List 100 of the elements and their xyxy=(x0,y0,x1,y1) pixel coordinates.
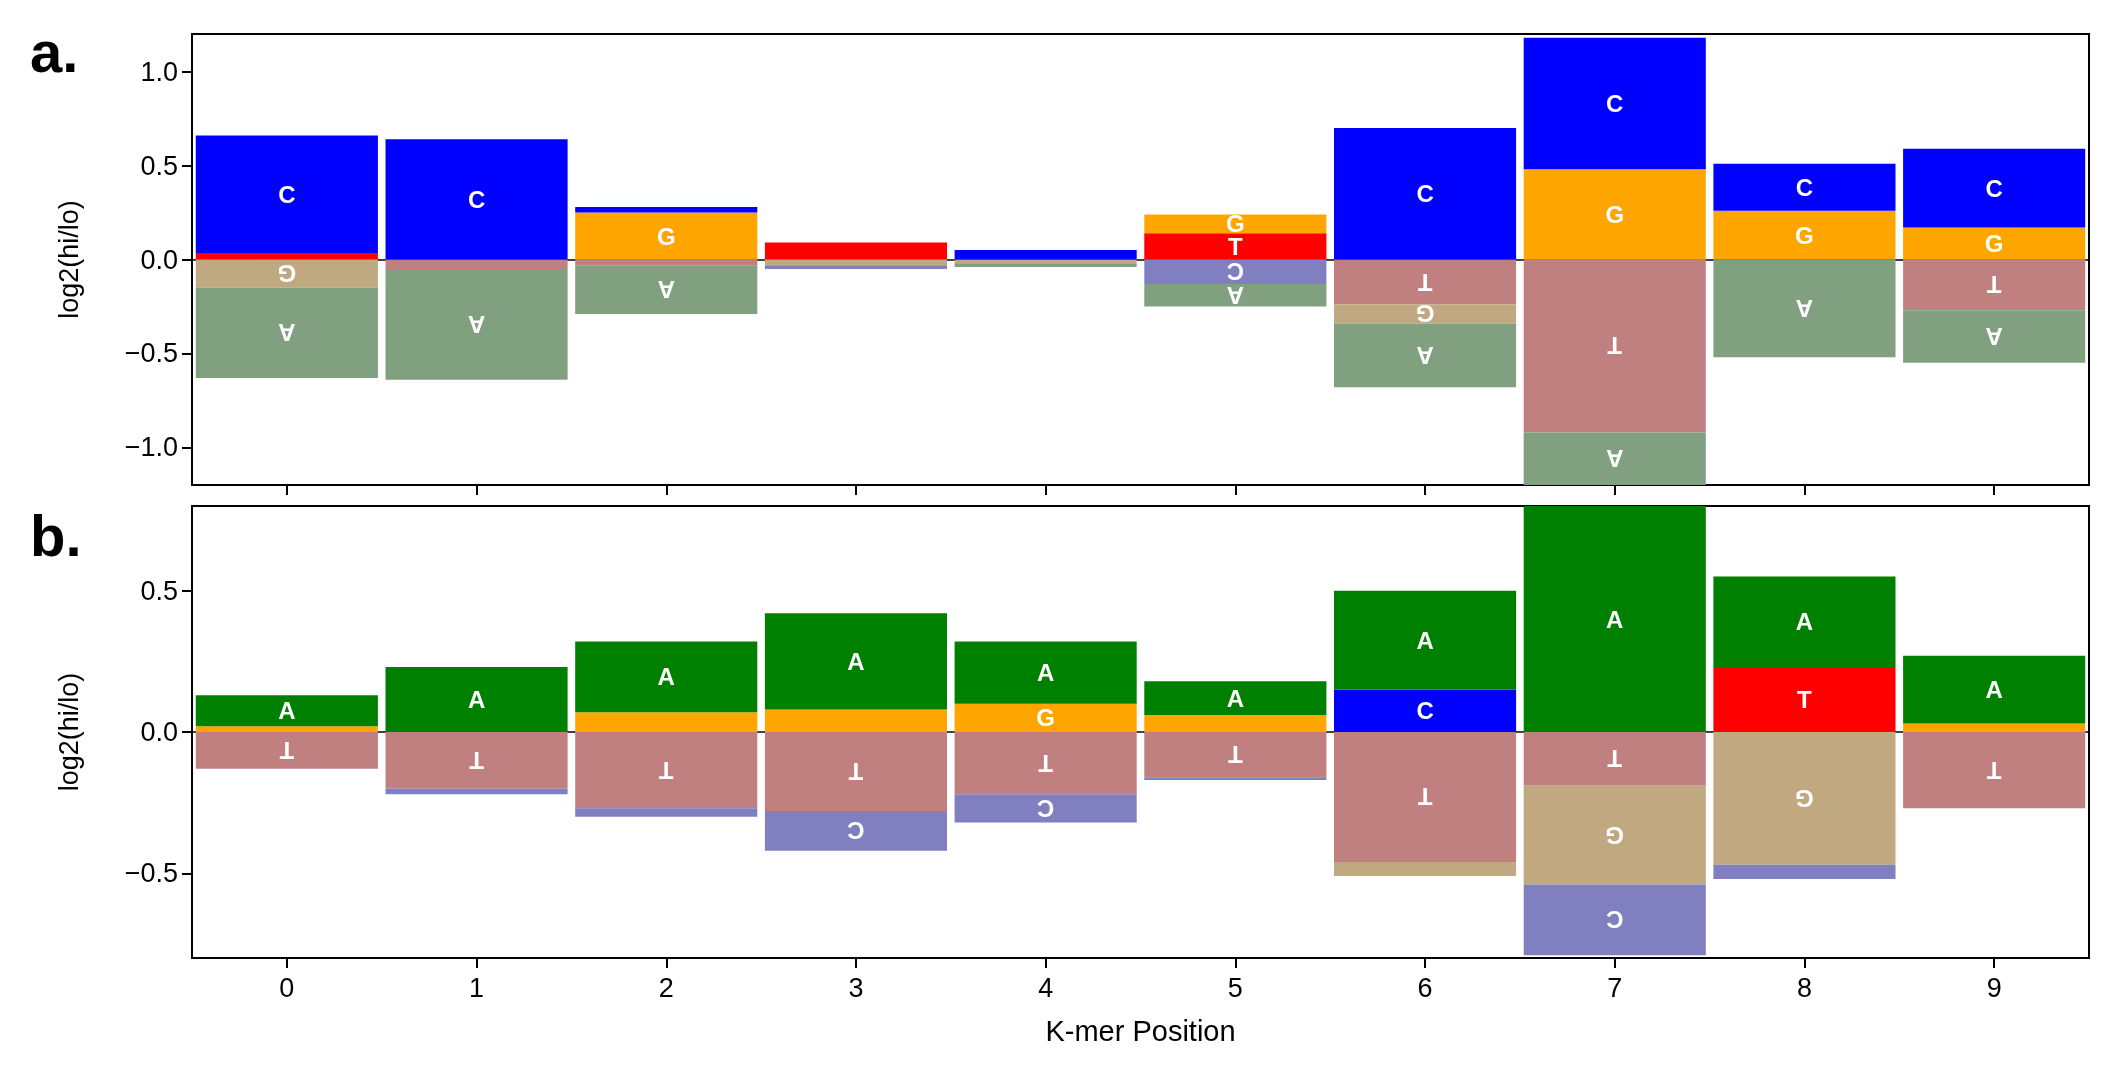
text: T xyxy=(1607,332,1623,360)
bar xyxy=(954,703,1137,732)
text: G xyxy=(1415,300,1435,328)
bar xyxy=(1523,37,1706,170)
text: G xyxy=(1795,784,1814,812)
x-axis-title: K-mer Position xyxy=(1045,1014,1236,1047)
bar xyxy=(1713,259,1896,358)
y-tick-label: 0.0 xyxy=(140,717,178,747)
text: T xyxy=(1417,783,1433,811)
text: T xyxy=(1417,268,1433,296)
bar xyxy=(195,259,378,288)
series-label: G xyxy=(277,260,297,288)
bar xyxy=(385,259,568,269)
bar xyxy=(195,287,378,378)
bar xyxy=(1903,723,2086,732)
bar xyxy=(575,712,758,732)
bar xyxy=(575,206,758,213)
x-tick-label: 7 xyxy=(1607,972,1623,1003)
bar xyxy=(1144,777,1327,781)
bar xyxy=(1713,210,1896,260)
y-tick-label: −0.5 xyxy=(124,858,178,889)
text: G xyxy=(1795,221,1814,249)
text: A xyxy=(467,310,486,338)
y-axis-title: log2(hi/lo) xyxy=(53,672,84,792)
bar xyxy=(1523,884,1706,956)
bar xyxy=(1144,259,1327,284)
bar xyxy=(1523,732,1706,786)
text: C xyxy=(1795,173,1814,201)
bar xyxy=(385,268,568,380)
text: T xyxy=(658,756,674,784)
bar xyxy=(1903,732,2086,809)
bar xyxy=(1523,259,1706,433)
x-tick-label: 5 xyxy=(1227,972,1243,1003)
bar xyxy=(1713,732,1896,865)
text: A xyxy=(1985,676,2003,704)
text: T xyxy=(848,758,864,786)
text: A xyxy=(1795,294,1814,322)
text: T xyxy=(1607,745,1623,773)
text: A xyxy=(1795,608,1814,636)
bar xyxy=(764,242,948,260)
bar xyxy=(1333,323,1517,388)
bar xyxy=(1903,148,2086,228)
bar xyxy=(1713,576,1896,668)
text: C xyxy=(1606,90,1624,118)
bar xyxy=(385,667,568,732)
y-tick-label: −1.0 xyxy=(124,432,178,463)
text: A xyxy=(278,319,296,347)
bar xyxy=(575,641,758,713)
bar xyxy=(1144,732,1327,778)
bar xyxy=(954,641,1137,704)
text: T xyxy=(1986,756,2002,784)
text: T xyxy=(469,746,484,774)
bar xyxy=(195,726,378,732)
bar xyxy=(385,139,568,260)
y-tick-label: 1.0 xyxy=(140,56,178,87)
y-axis-title: log2(hi/lo) xyxy=(53,200,84,319)
text: C xyxy=(1416,180,1434,208)
series-label: T xyxy=(279,736,295,764)
text: T xyxy=(1797,686,1812,714)
bar xyxy=(1713,667,1896,732)
text: A xyxy=(1416,341,1434,369)
text: C xyxy=(278,181,296,209)
bar xyxy=(1333,259,1517,305)
bar xyxy=(195,253,378,260)
bar xyxy=(1333,590,1517,690)
bar xyxy=(954,732,1137,795)
bar xyxy=(1144,233,1327,260)
bar xyxy=(954,794,1137,823)
bar xyxy=(1333,732,1517,862)
bar xyxy=(575,265,758,314)
bar xyxy=(1523,785,1706,885)
text: A xyxy=(1226,684,1245,712)
bar xyxy=(764,811,948,851)
text: A xyxy=(657,663,675,691)
text: T xyxy=(1228,741,1243,769)
bar xyxy=(1713,864,1896,879)
x-tick-label: 0 xyxy=(279,972,295,1003)
bar xyxy=(385,732,568,789)
y-tick-label: 0.5 xyxy=(140,575,178,606)
bar xyxy=(764,732,948,812)
text: A xyxy=(1036,659,1055,687)
bar xyxy=(1523,506,1706,732)
bar xyxy=(575,212,758,260)
bar xyxy=(1713,163,1896,211)
bar xyxy=(1144,214,1327,234)
x-tick-label: 1 xyxy=(469,972,485,1003)
text: C xyxy=(847,817,865,845)
text: T xyxy=(1986,271,2002,299)
series-label: C xyxy=(1036,794,1055,822)
text: G xyxy=(1605,200,1625,228)
y-tick-label: 0.5 xyxy=(140,150,178,181)
text: C xyxy=(1416,697,1434,725)
text: G xyxy=(656,222,676,250)
bar xyxy=(1144,715,1327,732)
x-tick-label: 3 xyxy=(848,972,864,1003)
text: C xyxy=(467,185,486,213)
text: C xyxy=(1606,906,1624,934)
bar xyxy=(1903,310,2086,363)
text: A xyxy=(847,647,865,675)
x-tick-label: 8 xyxy=(1796,972,1812,1003)
